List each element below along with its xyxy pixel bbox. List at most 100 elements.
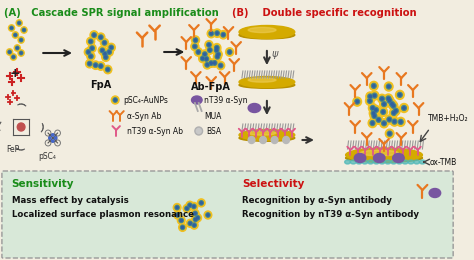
Circle shape (369, 95, 372, 98)
Circle shape (199, 54, 207, 63)
Circle shape (387, 97, 390, 100)
Circle shape (382, 111, 384, 113)
Ellipse shape (248, 27, 276, 32)
Circle shape (193, 224, 195, 226)
Circle shape (216, 52, 220, 57)
Circle shape (219, 63, 223, 68)
Circle shape (192, 223, 196, 227)
Text: nT39 α-Syn Ab: nT39 α-Syn Ab (127, 127, 183, 135)
Circle shape (384, 94, 393, 103)
Circle shape (20, 39, 22, 41)
Circle shape (9, 51, 10, 53)
Circle shape (398, 92, 402, 97)
Circle shape (7, 49, 13, 55)
Circle shape (100, 65, 102, 67)
Circle shape (385, 115, 394, 124)
Circle shape (177, 216, 185, 224)
Text: Mass effect by catalysis: Mass effect by catalysis (11, 196, 128, 205)
Circle shape (194, 218, 197, 221)
Circle shape (180, 219, 182, 222)
Ellipse shape (239, 76, 295, 88)
Text: Recognition by nT39 α-Syn antibody: Recognition by nT39 α-Syn antibody (242, 210, 419, 219)
Ellipse shape (385, 160, 391, 164)
Circle shape (194, 45, 196, 48)
Circle shape (214, 48, 219, 53)
Ellipse shape (408, 160, 414, 164)
Circle shape (395, 109, 397, 112)
Circle shape (193, 205, 195, 207)
Ellipse shape (360, 150, 399, 156)
Circle shape (370, 112, 379, 120)
Circle shape (87, 51, 90, 53)
Circle shape (190, 203, 198, 210)
Circle shape (105, 48, 113, 56)
Circle shape (392, 119, 397, 124)
Circle shape (209, 31, 213, 36)
Circle shape (370, 121, 375, 126)
Circle shape (191, 221, 198, 229)
Text: FeP: FeP (6, 145, 19, 154)
Circle shape (400, 121, 402, 123)
Circle shape (104, 53, 106, 55)
Circle shape (228, 50, 232, 54)
Circle shape (14, 45, 20, 51)
Ellipse shape (374, 160, 379, 164)
Circle shape (198, 199, 205, 207)
Circle shape (87, 61, 92, 66)
Text: pSC₄: pSC₄ (38, 152, 56, 161)
Circle shape (108, 51, 110, 53)
Ellipse shape (374, 153, 385, 162)
Text: $\psi$: $\psi$ (271, 49, 279, 61)
Circle shape (16, 20, 22, 26)
Circle shape (368, 94, 373, 99)
Circle shape (213, 43, 221, 52)
Circle shape (191, 209, 199, 217)
Circle shape (206, 64, 209, 66)
Circle shape (377, 119, 380, 121)
Ellipse shape (239, 129, 295, 140)
Ellipse shape (239, 135, 295, 141)
Circle shape (92, 33, 96, 37)
Circle shape (49, 137, 51, 139)
Ellipse shape (362, 160, 368, 164)
Ellipse shape (239, 82, 295, 88)
Circle shape (383, 103, 385, 105)
Circle shape (382, 102, 386, 107)
Circle shape (384, 82, 393, 91)
Circle shape (19, 51, 23, 55)
Circle shape (393, 108, 398, 113)
Circle shape (215, 54, 219, 59)
Circle shape (213, 46, 221, 54)
Circle shape (373, 84, 375, 87)
Text: Recognition by α-Syn antibody: Recognition by α-Syn antibody (242, 196, 392, 205)
Circle shape (206, 213, 210, 217)
Circle shape (19, 38, 23, 42)
Ellipse shape (346, 148, 422, 162)
Circle shape (192, 44, 197, 49)
Circle shape (214, 50, 222, 58)
Text: pSC₄-AuNPs: pSC₄-AuNPs (123, 95, 168, 105)
Circle shape (372, 105, 380, 114)
Circle shape (374, 94, 376, 97)
Circle shape (104, 65, 112, 74)
Circle shape (52, 140, 54, 142)
Circle shape (10, 27, 12, 29)
Circle shape (100, 48, 105, 53)
Circle shape (94, 64, 97, 66)
Circle shape (210, 62, 212, 64)
Circle shape (371, 122, 374, 124)
Circle shape (194, 212, 196, 214)
Circle shape (372, 93, 377, 98)
Circle shape (381, 98, 383, 100)
Circle shape (216, 55, 219, 58)
Circle shape (174, 211, 182, 219)
Circle shape (399, 94, 401, 96)
Text: +: + (10, 67, 21, 80)
Circle shape (369, 100, 371, 102)
Circle shape (97, 62, 105, 70)
Circle shape (395, 90, 404, 99)
Circle shape (114, 99, 116, 101)
Circle shape (193, 38, 198, 42)
Circle shape (205, 58, 208, 60)
Circle shape (176, 214, 179, 216)
